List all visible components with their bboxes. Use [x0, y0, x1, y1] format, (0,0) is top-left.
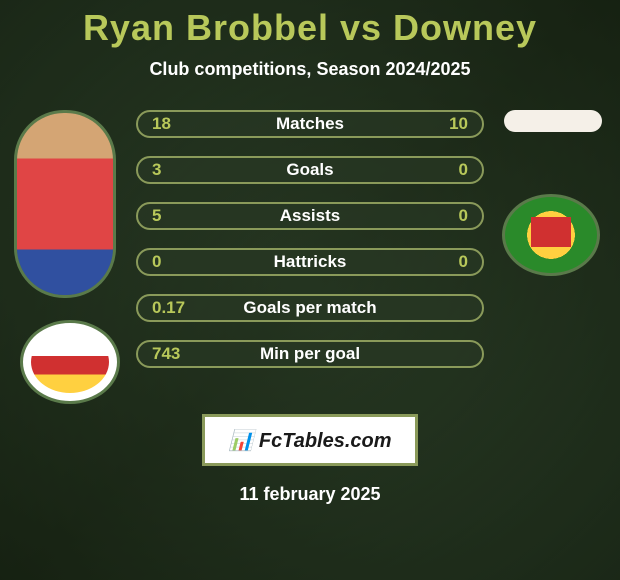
stat-label: Goals per match [243, 298, 376, 318]
stat-value-right: 10 [428, 114, 468, 134]
stat-label: Matches [276, 114, 344, 134]
stat-value-left: 0.17 [152, 298, 192, 318]
club-badge-right [502, 194, 600, 276]
stat-row: 5 Assists 0 [136, 202, 484, 230]
stat-row: 0.17 Goals per match [136, 294, 484, 322]
stat-value-left: 0 [152, 252, 192, 272]
date-label: 11 february 2025 [10, 484, 610, 505]
right-player-column [490, 110, 610, 276]
source-logo: 📊 FcTables.com [228, 428, 391, 453]
stat-label: Hattricks [274, 252, 347, 272]
stat-value-right: 0 [428, 206, 468, 226]
club-badge-left [20, 320, 120, 404]
stat-value-left: 743 [152, 344, 192, 364]
stat-row: 3 Goals 0 [136, 156, 484, 184]
stat-label: Assists [280, 206, 340, 226]
stat-row: 0 Hattricks 0 [136, 248, 484, 276]
left-player-column [10, 110, 130, 404]
comparison-title: Ryan Brobbel vs Downey [10, 7, 610, 49]
player-photo-right [504, 110, 602, 132]
stat-label: Min per goal [260, 344, 360, 364]
stat-row: 18 Matches 10 [136, 110, 484, 138]
stat-value-left: 18 [152, 114, 192, 134]
comparison-subtitle: Club competitions, Season 2024/2025 [10, 59, 610, 80]
stat-label: Goals [286, 160, 333, 180]
source-badge: 📊 FcTables.com [202, 414, 418, 466]
stat-row: 743 Min per goal [136, 340, 484, 368]
stat-value-left: 5 [152, 206, 192, 226]
stat-value-right: 0 [428, 160, 468, 180]
stats-area: 18 Matches 10 3 Goals 0 5 Assists 0 0 Ha… [10, 110, 610, 386]
stat-value-left: 3 [152, 160, 192, 180]
stats-rows: 18 Matches 10 3 Goals 0 5 Assists 0 0 Ha… [136, 110, 484, 386]
player-photo-left [14, 110, 116, 298]
stat-value-right: 0 [428, 252, 468, 272]
